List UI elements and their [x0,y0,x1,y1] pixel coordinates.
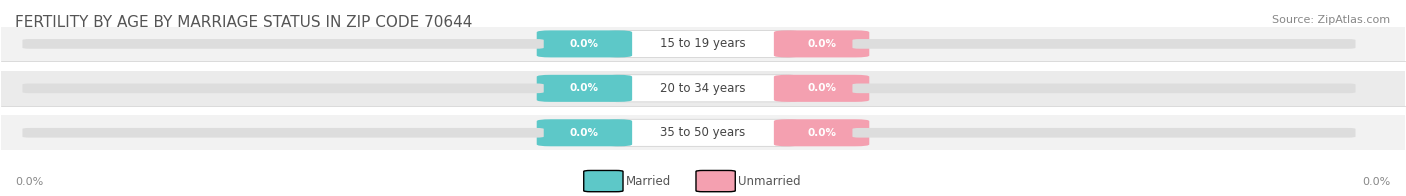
Text: Married: Married [626,175,671,188]
Text: 35 to 50 years: 35 to 50 years [661,126,745,139]
Text: 0.0%: 0.0% [15,177,44,187]
Text: 0.0%: 0.0% [807,128,837,138]
Text: 0.0%: 0.0% [569,128,599,138]
FancyBboxPatch shape [852,39,1355,49]
FancyBboxPatch shape [852,128,1355,138]
Text: 0.0%: 0.0% [807,83,837,93]
Text: 0.0%: 0.0% [569,83,599,93]
Text: 0.0%: 0.0% [1362,177,1391,187]
FancyBboxPatch shape [22,128,544,138]
Text: 0.0%: 0.0% [807,39,837,49]
FancyBboxPatch shape [773,119,869,146]
FancyBboxPatch shape [609,119,797,146]
Text: Unmarried: Unmarried [738,175,800,188]
FancyBboxPatch shape [852,83,1355,93]
Text: 0.0%: 0.0% [569,39,599,49]
FancyBboxPatch shape [22,39,544,49]
Text: 15 to 19 years: 15 to 19 years [661,37,745,50]
Text: Source: ZipAtlas.com: Source: ZipAtlas.com [1272,15,1391,25]
FancyBboxPatch shape [537,119,633,146]
FancyBboxPatch shape [773,30,869,57]
FancyBboxPatch shape [609,30,797,57]
FancyBboxPatch shape [1,115,1405,150]
FancyBboxPatch shape [696,171,735,192]
Text: 20 to 34 years: 20 to 34 years [661,82,745,95]
FancyBboxPatch shape [537,30,633,57]
Text: FERTILITY BY AGE BY MARRIAGE STATUS IN ZIP CODE 70644: FERTILITY BY AGE BY MARRIAGE STATUS IN Z… [15,15,472,30]
FancyBboxPatch shape [609,75,797,102]
FancyBboxPatch shape [583,171,623,192]
FancyBboxPatch shape [1,26,1405,61]
FancyBboxPatch shape [773,75,869,102]
FancyBboxPatch shape [1,71,1405,106]
FancyBboxPatch shape [537,75,633,102]
FancyBboxPatch shape [22,83,544,93]
